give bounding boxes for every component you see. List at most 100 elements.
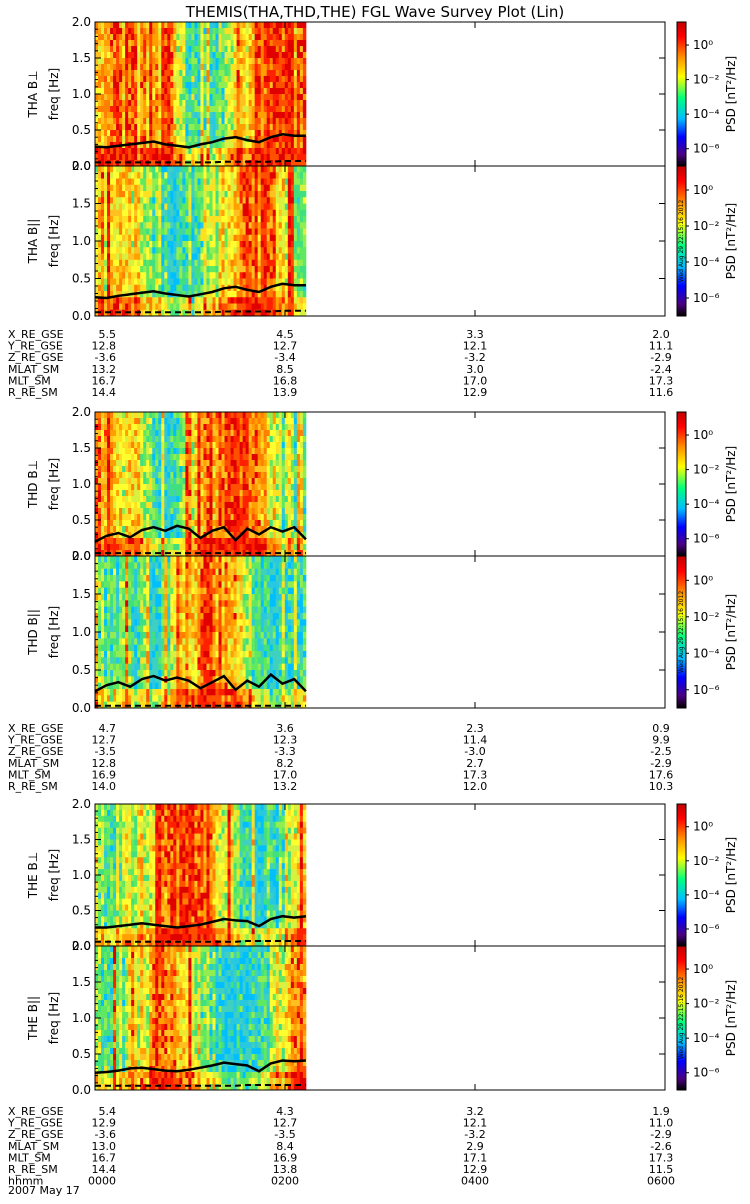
freq-tick-label: 1.0: [72, 1011, 91, 1025]
timestamp-stamp: Wed Aug 29 22:15:16 2012: [678, 977, 685, 1059]
colorbar: 10⁰ 10⁻² 10⁻⁴ 10⁻⁶ PSD [nT²/Hz] Wed Aug 29 22…: [677, 166, 738, 316]
colorbar-tick-label: 10⁻⁴: [693, 888, 720, 902]
colorbar-tick-label: 10⁻²: [693, 219, 720, 233]
colorbar-label: PSD [nT²/Hz]: [724, 56, 738, 132]
ephem-value: 0000: [88, 1175, 116, 1188]
freq-tick-label: 2.0: [72, 797, 91, 811]
ephem-value: 13.9: [273, 386, 298, 399]
colorbar-tick-label: 10⁻⁶: [693, 532, 720, 546]
colorbar-tick-label: 10⁻²: [693, 610, 720, 624]
freq-tick-label: 1.5: [72, 833, 91, 847]
colorbar-tick-label: 10⁻⁶: [693, 683, 720, 697]
freq-tick-label: 2.0: [72, 549, 91, 563]
colorbar-tick-label: 10⁻²: [693, 73, 720, 87]
freq-tick-label: 1.5: [72, 51, 91, 65]
timestamp-stamp: Wed Aug 29 22:15:16 2012: [678, 591, 685, 673]
ephem-value: 14.0: [92, 780, 117, 793]
ephem-row-name: R_RE_SM: [8, 780, 58, 793]
panel-label: THD B⊥: [26, 460, 40, 509]
colorbar-tick-label: 10⁰: [693, 428, 713, 442]
freq-tick-label: 1.0: [72, 477, 91, 491]
colorbar-tick-label: 10⁰: [693, 573, 713, 587]
plot-title: THEMIS(THA,THD,THE) FGL Wave Survey Plot…: [185, 3, 564, 21]
ephem-value: 14.4: [92, 386, 117, 399]
freq-axis-label: freq [Hz]: [47, 215, 61, 267]
colorbar-label: PSD [nT²/Hz]: [724, 594, 738, 670]
freq-axis-label: freq [Hz]: [47, 606, 61, 658]
panel-label: THA B||: [26, 219, 40, 265]
colorbar-tick-label: 10⁻⁴: [693, 107, 720, 121]
freq-tick-label: 2.0: [72, 939, 91, 953]
colorbar-label: PSD [nT²/Hz]: [724, 446, 738, 522]
colorbar-label: PSD [nT²/Hz]: [724, 980, 738, 1056]
colorbar-tick-label: 10⁻⁴: [693, 1031, 720, 1045]
colorbar-tick-label: 10⁰: [693, 962, 713, 976]
freq-tick-label: 1.0: [72, 234, 91, 248]
panel-label: THA B⊥: [26, 70, 40, 118]
freq-tick-label: 1.5: [72, 587, 91, 601]
date-label: 2007 May 17: [8, 1184, 80, 1197]
colorbar-tick-label: 10⁻⁴: [693, 255, 720, 269]
colorbar-label: PSD [nT²/Hz]: [724, 203, 738, 279]
panel-label: THE B||: [26, 996, 40, 1041]
timestamp-stamp: Wed Aug 29 22:15:16 2012: [678, 200, 685, 282]
spectrogram-panels: 0.0 0.5 1.0 1.5 2.0 THA B⊥ freq [Hz] 10⁰ 10⁻² 10⁻…: [26, 15, 738, 1097]
colorbar: 10⁰ 10⁻² 10⁻⁴ 10⁻⁶ PSD [nT²/Hz] Wed Aug 29 22…: [677, 946, 738, 1090]
ephem-value: 0400: [461, 1175, 489, 1188]
ephem-value: 0200: [271, 1175, 299, 1188]
ephem-value: 0600: [647, 1175, 675, 1188]
freq-tick-label: 1.5: [72, 197, 91, 211]
colorbar-tick-label: 10⁻⁶: [693, 922, 720, 936]
freq-axis-label: freq [Hz]: [47, 992, 61, 1044]
colorbar-tick-label: 10⁻⁶: [693, 291, 720, 305]
freq-tick-label: 0.5: [72, 663, 91, 677]
ephem-value: 10.3: [649, 780, 674, 793]
freq-tick-label: 2.0: [72, 159, 91, 173]
colorbar-tick-label: 10⁻²: [693, 463, 720, 477]
freq-axis-label: freq [Hz]: [47, 458, 61, 510]
colorbar-tick-label: 10⁻⁶: [693, 142, 720, 156]
panel-label: THE B⊥: [26, 852, 40, 899]
ephem-value: 13.2: [273, 780, 298, 793]
colorbar-tick-label: 10⁻²: [693, 997, 720, 1011]
freq-tick-label: 0.5: [72, 513, 91, 527]
colorbar: 10⁰ 10⁻² 10⁻⁴ 10⁻⁶ PSD [nT²/Hz]: [677, 22, 738, 166]
colorbar-tick-label: 10⁰: [693, 820, 713, 834]
ephem-row-name: R_RE_SM: [8, 386, 58, 399]
colorbar-tick-label: 10⁰: [693, 183, 713, 197]
ephem-value: 12.0: [463, 780, 488, 793]
freq-tick-label: 1.0: [72, 87, 91, 101]
freq-tick-label: 0.5: [72, 272, 91, 286]
colorbar: 10⁰ 10⁻² 10⁻⁴ 10⁻⁶ PSD [nT²/Hz] Wed Aug 29 22…: [677, 556, 738, 708]
freq-tick-label: 0.5: [72, 904, 91, 918]
colorbar-tick-label: 10⁻⁴: [693, 646, 720, 660]
freq-tick-label: 2.0: [72, 405, 91, 419]
freq-axis-label: freq [Hz]: [47, 849, 61, 901]
panel-label: THD B||: [26, 609, 40, 656]
freq-tick-label: 1.5: [72, 975, 91, 989]
freq-tick-label: 0.5: [72, 1047, 91, 1061]
freq-tick-label: 0.0: [72, 309, 91, 323]
ephem-value: 12.9: [463, 386, 488, 399]
freq-tick-label: 1.5: [72, 441, 91, 455]
freq-tick-label: 1.0: [72, 625, 91, 639]
ephem-value: 11.6: [649, 386, 674, 399]
freq-tick-label: 1.0: [72, 868, 91, 882]
colorbar-tick-label: 10⁻⁶: [693, 1066, 720, 1080]
freq-tick-label: 0.5: [72, 123, 91, 137]
colorbar-label: PSD [nT²/Hz]: [724, 837, 738, 913]
freq-tick-label: 2.0: [72, 15, 91, 29]
colorbar-tick-label: 10⁻²: [693, 854, 720, 868]
colorbar-tick-label: 10⁰: [693, 38, 713, 52]
